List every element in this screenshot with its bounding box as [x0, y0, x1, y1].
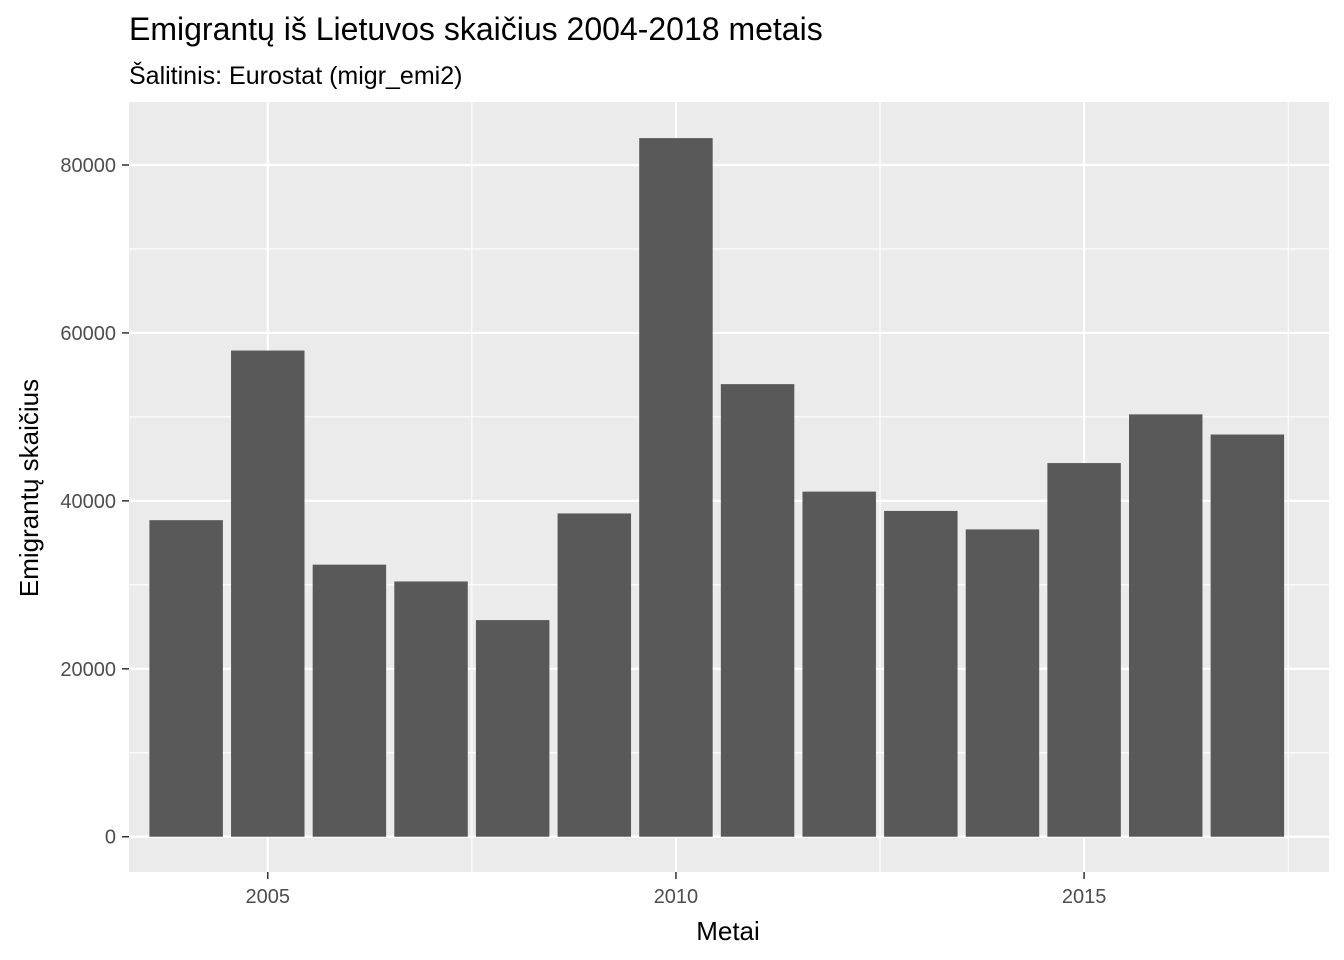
- y-tick-label: 80000: [60, 155, 116, 177]
- chart-title: Emigrantų iš Lietuvos skaičius 2004-2018…: [129, 11, 823, 47]
- y-tick-label: 60000: [60, 323, 116, 345]
- x-tick-label: 2010: [654, 886, 699, 908]
- y-tick-label: 40000: [60, 491, 116, 513]
- bar-2007: [394, 581, 468, 837]
- x-tick-label: 2005: [246, 886, 291, 908]
- bar-2009: [557, 513, 632, 837]
- bar-2008: [475, 620, 550, 837]
- x-axis: 2005 2010 2015: [246, 872, 1107, 908]
- bar-2011: [720, 384, 795, 837]
- bars: [149, 138, 1285, 837]
- chart-subtitle: Šalitinis: Eurostat (migr_emi2): [129, 61, 462, 90]
- bar-2012: [802, 491, 876, 837]
- bar-2006: [312, 564, 387, 837]
- y-axis: 0 20000 40000 60000 80000: [60, 155, 129, 849]
- y-axis-title: Emigrantų skaičius: [14, 379, 44, 597]
- x-axis-title: Metai: [696, 916, 760, 946]
- bar-2016: [1129, 414, 1203, 837]
- bar-2013: [884, 510, 958, 837]
- bar-2004: [149, 520, 223, 837]
- y-tick-label: 20000: [60, 659, 116, 681]
- bar-2010: [639, 138, 713, 837]
- bar-2005: [231, 350, 305, 837]
- bar-2017: [1210, 434, 1285, 837]
- x-tick-label: 2015: [1062, 886, 1107, 908]
- bar-2015: [1047, 463, 1121, 837]
- bar-2014: [965, 529, 1040, 837]
- y-tick-label: 0: [105, 827, 116, 849]
